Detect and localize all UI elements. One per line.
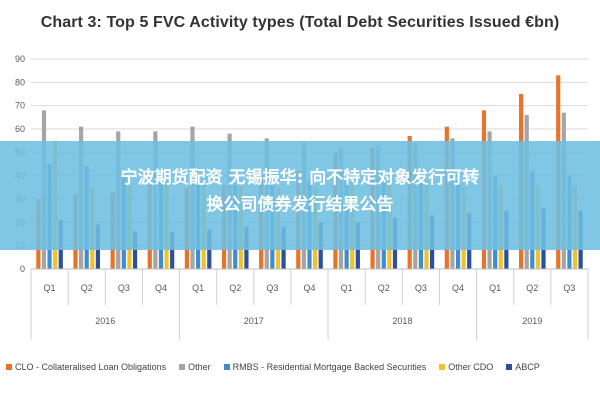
legend-item: ABCP (506, 362, 540, 372)
x-tick-label: Q2 (81, 283, 93, 293)
x-tick-label: Q1 (489, 283, 501, 293)
legend-label: ABCP (515, 362, 540, 372)
legend-item: Other CDO (439, 362, 493, 372)
banner-line-1: 宁波期货配资 无锡振华: 向不特定对象发行可转 (120, 168, 480, 188)
x-tick-label: Q1 (44, 283, 56, 293)
year-label: 2019 (522, 316, 542, 326)
chart-legend: CLO - Collateralised Loan Obligations Oth… (6, 359, 596, 375)
x-tick-label: Q2 (378, 283, 390, 293)
year-label: 2016 (95, 316, 115, 326)
x-axis: Q1 Q2 Q3 Q4 Q1 Q2 Q3 Q4 Q1 Q2 Q3 Q4 Q1 Q2 Q3 2016 2017 20… (30, 268, 589, 340)
y-tick-label: 0 (20, 264, 25, 274)
y-tick-label: 80 (15, 77, 25, 87)
banner-text: 宁波期货配资 无锡振华: 向不特定对象发行可转 换公司债券发行结果公告 (0, 165, 600, 219)
legend-label: CLO - Collateralised Loan Obligations (15, 362, 167, 372)
legend-label: RMBS - Residential Mortgage Backed Secur… (232, 362, 427, 372)
bar (170, 231, 175, 269)
x-tick-label: Q2 (229, 283, 241, 293)
legend-item: RMBS - Residential Mortgage Backed Secur… (223, 362, 427, 372)
legend-swatch (223, 364, 230, 370)
legend-swatch (439, 364, 446, 370)
legend-item: Other (179, 362, 211, 372)
year-label: 2018 (392, 316, 412, 326)
legend-item: CLO - Collateralised Loan Obligations (6, 362, 166, 372)
x-tick-label: Q1 (341, 283, 353, 293)
x-tick-label: Q3 (415, 283, 427, 293)
banner-line-2: 换公司债券发行结果公告 (206, 195, 394, 215)
y-tick-label: 60 (15, 124, 25, 134)
year-label: 2017 (244, 316, 264, 326)
legend-swatch (179, 364, 186, 370)
x-tick-label: Q4 (155, 283, 167, 293)
x-tick-label: Q3 (118, 283, 130, 293)
legend-swatch (506, 364, 513, 370)
x-tick-label: Q3 (563, 283, 575, 293)
legend-label: Other (188, 362, 211, 372)
chart-title: Chart 3: Top 5 FVC Activity types (Total… (40, 14, 560, 31)
x-tick-label: Q1 (192, 283, 204, 293)
x-tick-label: Q4 (452, 283, 464, 293)
overlay-banner: 宁波期货配资 无锡振华: 向不特定对象发行可转 换公司债券发行结果公告 (0, 141, 600, 250)
x-tick-label: Q2 (526, 283, 538, 293)
y-tick-label: 90 (15, 54, 25, 64)
bar (132, 231, 138, 269)
y-tick-label: 70 (15, 101, 25, 111)
legend-swatch (6, 364, 12, 370)
x-tick-label: Q4 (303, 283, 315, 293)
legend-label: Other CDO (448, 362, 494, 372)
x-tick-label: Q3 (266, 283, 278, 293)
